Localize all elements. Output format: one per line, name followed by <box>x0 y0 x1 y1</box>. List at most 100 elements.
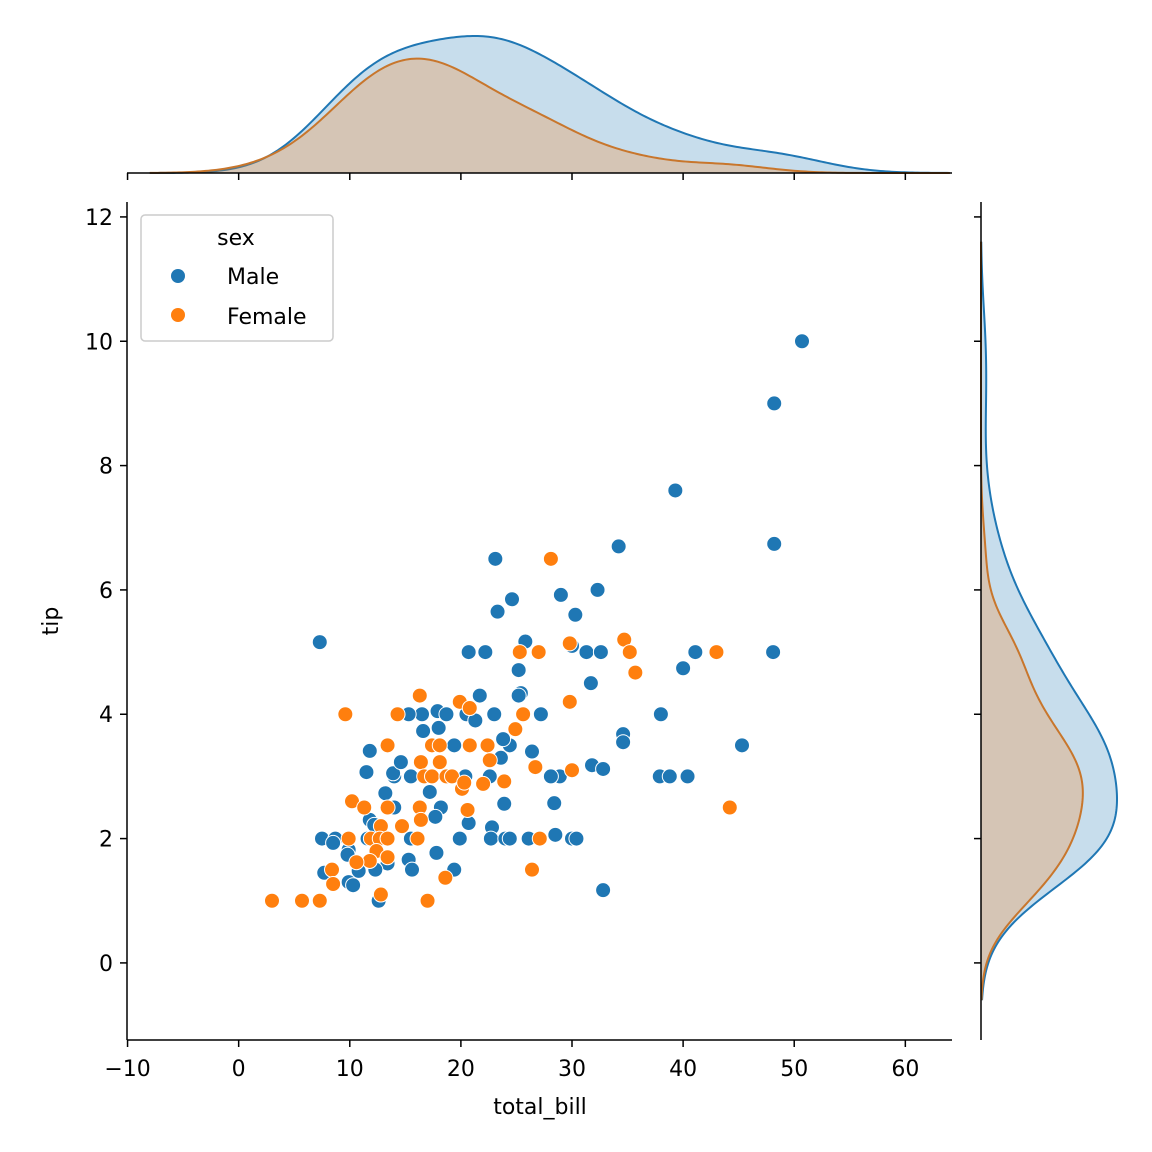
x-tick-label: 10 <box>336 1057 364 1082</box>
data-point-male <box>595 882 612 899</box>
axes: −10 0 10 20 30 40 50 60 0 2 4 6 8 10 12 <box>85 172 982 1082</box>
data-point-male <box>451 830 468 847</box>
data-point-male <box>489 603 506 620</box>
data-point-male <box>652 706 669 723</box>
data-point-male <box>504 591 520 608</box>
data-point-male <box>532 706 549 723</box>
data-point-male <box>421 783 438 800</box>
y-tick-label: 2 <box>99 828 113 853</box>
kde-line-male <box>980 241 1118 1001</box>
legend-label-male: Male <box>227 265 279 290</box>
data-point-female <box>379 799 396 816</box>
x-tick-label: 0 <box>232 1057 246 1082</box>
data-point-male <box>311 634 328 651</box>
data-point-female <box>419 892 436 909</box>
data-point-female <box>721 799 738 816</box>
data-point-female <box>324 861 340 878</box>
data-point-female <box>424 768 440 785</box>
data-point-female <box>561 635 578 652</box>
data-point-male <box>582 675 599 692</box>
data-point-male <box>402 768 419 785</box>
x-tick-label: −10 <box>104 1057 150 1082</box>
x-tick-label: 50 <box>780 1057 808 1082</box>
data-point-male <box>486 706 503 723</box>
data-point-male <box>501 830 518 847</box>
data-point-male <box>487 550 504 567</box>
data-point-female <box>372 886 389 903</box>
data-point-male <box>477 644 494 661</box>
y-tick-label: 6 <box>99 579 113 604</box>
data-point-female <box>542 550 559 567</box>
data-point-female <box>311 892 328 909</box>
data-point-female <box>379 830 396 847</box>
data-point-male <box>578 644 595 661</box>
data-point-male <box>615 734 632 751</box>
data-point-male <box>595 760 612 777</box>
data-point-male <box>765 644 782 661</box>
data-point-female <box>459 801 476 818</box>
data-point-male <box>766 535 783 552</box>
data-point-male <box>546 795 563 812</box>
data-point-female <box>294 892 310 909</box>
data-point-male <box>589 581 606 598</box>
data-point-female <box>348 854 365 871</box>
data-point-male <box>482 830 499 847</box>
data-point-male <box>510 662 527 679</box>
data-point-female <box>340 830 357 847</box>
legend-marker-male <box>171 269 185 283</box>
data-point-male <box>661 768 678 785</box>
data-point-male <box>358 764 375 781</box>
data-point-male <box>460 644 477 661</box>
kde-fill-male <box>149 36 950 173</box>
legend-label-female: Female <box>227 305 307 330</box>
data-point-male <box>404 861 420 878</box>
data-point-male <box>542 768 559 785</box>
data-point-female <box>531 830 548 847</box>
x-tick-label: 30 <box>558 1057 586 1082</box>
data-point-female <box>627 664 644 681</box>
x-axis-label: total_bill <box>493 1095 587 1120</box>
data-point-male <box>567 606 584 623</box>
scatter-points <box>264 333 810 909</box>
data-point-male <box>734 737 750 754</box>
data-point-male <box>438 706 455 723</box>
data-point-male <box>427 808 444 825</box>
data-point-female <box>507 721 524 738</box>
top-marginal-kde <box>149 34 950 174</box>
data-point-male <box>446 737 463 754</box>
data-point-female <box>412 811 429 828</box>
data-point-female <box>564 762 580 779</box>
data-point-male <box>687 644 704 661</box>
data-point-female <box>337 706 354 723</box>
data-point-female <box>389 706 406 723</box>
data-point-female <box>412 754 429 771</box>
data-point-male <box>496 795 513 812</box>
data-point-male <box>430 719 447 736</box>
data-point-male <box>510 687 527 704</box>
data-point-female <box>527 759 544 776</box>
data-point-female <box>561 693 578 710</box>
data-point-male <box>428 844 445 861</box>
data-point-male <box>495 731 512 748</box>
data-point-female <box>461 700 478 717</box>
data-point-male <box>345 877 362 894</box>
data-point-female <box>356 799 373 816</box>
data-point-male <box>392 754 409 771</box>
data-point-male <box>385 765 402 782</box>
data-point-female <box>621 644 638 661</box>
data-point-male <box>679 768 696 785</box>
kde-fill-male <box>981 241 1117 1001</box>
data-point-male <box>547 826 564 843</box>
data-point-female <box>475 775 492 792</box>
y-axis-label: tip <box>39 607 64 636</box>
data-point-female <box>379 849 396 866</box>
y-tick-label: 12 <box>85 206 113 231</box>
data-point-female <box>479 737 496 754</box>
data-point-female <box>409 830 426 847</box>
data-point-female <box>461 737 478 754</box>
data-point-male <box>568 830 585 847</box>
data-point-female <box>437 869 454 886</box>
legend-title: sex <box>217 226 255 251</box>
